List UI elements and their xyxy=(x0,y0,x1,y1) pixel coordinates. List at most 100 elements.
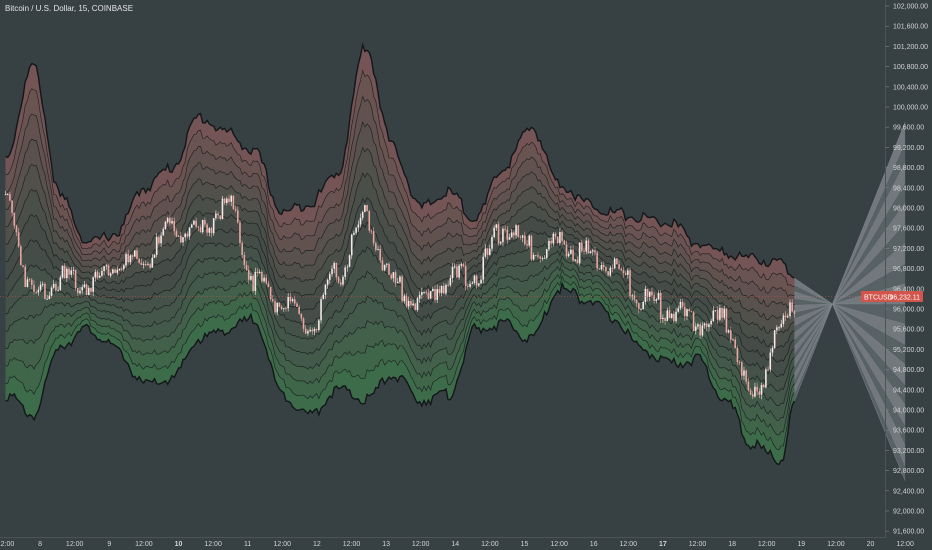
price-tick-label: 96,000.00 xyxy=(893,307,924,314)
candle-body xyxy=(609,267,612,276)
candle-body xyxy=(447,284,449,286)
price-tick-label: 93,200.00 xyxy=(893,448,924,455)
candle-body xyxy=(596,252,598,269)
candle-body xyxy=(793,311,796,315)
candle-body xyxy=(280,306,283,309)
candle-body xyxy=(473,275,476,283)
candle-body xyxy=(331,268,333,275)
candle-body xyxy=(254,271,257,291)
candle-body xyxy=(515,225,517,236)
candle-body xyxy=(206,224,208,233)
candle-body xyxy=(605,267,607,272)
candle-body xyxy=(302,318,305,329)
price-tick-label: 98,000.00 xyxy=(893,206,924,213)
candle-body xyxy=(90,288,92,292)
candle-body xyxy=(366,205,368,212)
price-badge-value: 96,232.11 xyxy=(889,295,920,302)
candle-body xyxy=(528,235,531,246)
candle-body xyxy=(186,233,189,237)
candle-body xyxy=(434,288,436,300)
band-fill xyxy=(5,45,795,287)
projection-wedge xyxy=(794,243,906,326)
price-tick-label: 95,600.00 xyxy=(893,327,924,334)
candle-body xyxy=(697,324,699,327)
candle-body xyxy=(57,289,59,291)
time-axis[interactable]: 12:00 8 12:00 9 12:00 10 12:00 11 12:00 12 12:00 13… xyxy=(0,537,914,549)
candle-body xyxy=(188,227,191,237)
candle-body xyxy=(517,225,520,237)
candle-body xyxy=(524,235,526,245)
symbol-title: Bitcoin / U.S. Dollar, 15, COINBASE xyxy=(5,4,134,13)
price-tick-label: 94,400.00 xyxy=(893,387,924,394)
candle-body xyxy=(394,272,397,284)
candle-body xyxy=(87,288,90,295)
candle-body xyxy=(355,227,357,233)
candle-body xyxy=(657,293,660,300)
candle-body xyxy=(651,291,653,296)
candle-body xyxy=(537,255,539,257)
candle-body xyxy=(659,293,662,320)
candle-body xyxy=(215,213,217,219)
band-line xyxy=(5,42,795,279)
candle-body xyxy=(662,317,664,320)
price-tick-label: 96,800.00 xyxy=(893,266,924,273)
candle-body xyxy=(125,254,127,266)
candle-body xyxy=(265,277,268,284)
candle-body xyxy=(289,296,292,302)
candle-body xyxy=(201,220,204,233)
candle-body xyxy=(337,277,340,283)
candle-body xyxy=(236,210,239,223)
time-tick-label: 13 xyxy=(382,541,390,548)
candle-body xyxy=(611,267,614,269)
candle-body xyxy=(350,234,353,256)
candle-body xyxy=(22,265,24,267)
projection-wedge xyxy=(794,303,906,405)
candle-body xyxy=(180,235,182,243)
price-axis[interactable]: 102,000.00 101,600.00 101,200.00 100,800.00… xyxy=(885,0,929,538)
candle-body xyxy=(296,303,298,307)
candle-body xyxy=(427,292,430,299)
candle-body xyxy=(681,301,684,307)
candle-body xyxy=(747,381,750,391)
candle-body xyxy=(616,258,618,265)
price-tick-label: 100,400.00 xyxy=(893,84,928,91)
candle-body xyxy=(155,237,158,255)
candle-body xyxy=(234,208,237,211)
time-tick-label: 12:00 xyxy=(758,541,776,548)
price-badge-symbol: BTCUSD xyxy=(864,295,893,302)
candle-body xyxy=(504,228,506,230)
candle-body xyxy=(519,236,522,238)
candle-body xyxy=(243,254,246,265)
candle-body xyxy=(664,317,666,321)
band-line xyxy=(5,95,795,298)
candle-body xyxy=(526,244,528,246)
candle-body xyxy=(221,198,224,219)
candle-body xyxy=(736,347,739,363)
candle-body xyxy=(462,264,465,267)
candle-body xyxy=(182,237,184,243)
candle-body xyxy=(103,266,105,272)
candle-body xyxy=(769,352,772,370)
candle-body xyxy=(320,299,322,321)
candle-body xyxy=(699,324,701,336)
candle-body xyxy=(655,299,658,301)
candle-body xyxy=(212,218,215,234)
price-tick-label: 99,600.00 xyxy=(893,125,924,132)
candle-body xyxy=(701,325,704,336)
candle-body xyxy=(291,299,294,302)
candle-body xyxy=(195,220,197,227)
candle-body xyxy=(640,308,642,310)
band-line xyxy=(5,197,795,348)
candle-body xyxy=(600,264,603,270)
candle-body xyxy=(627,270,629,275)
candle-body xyxy=(765,369,767,388)
candle-body xyxy=(20,246,22,266)
candle-body xyxy=(81,287,83,291)
price-tick-label: 100,800.00 xyxy=(893,64,928,71)
candle-body xyxy=(247,269,250,280)
candle-body xyxy=(245,264,248,270)
candle-body xyxy=(329,274,331,280)
candle-body xyxy=(760,384,763,395)
candle-body xyxy=(780,323,783,328)
